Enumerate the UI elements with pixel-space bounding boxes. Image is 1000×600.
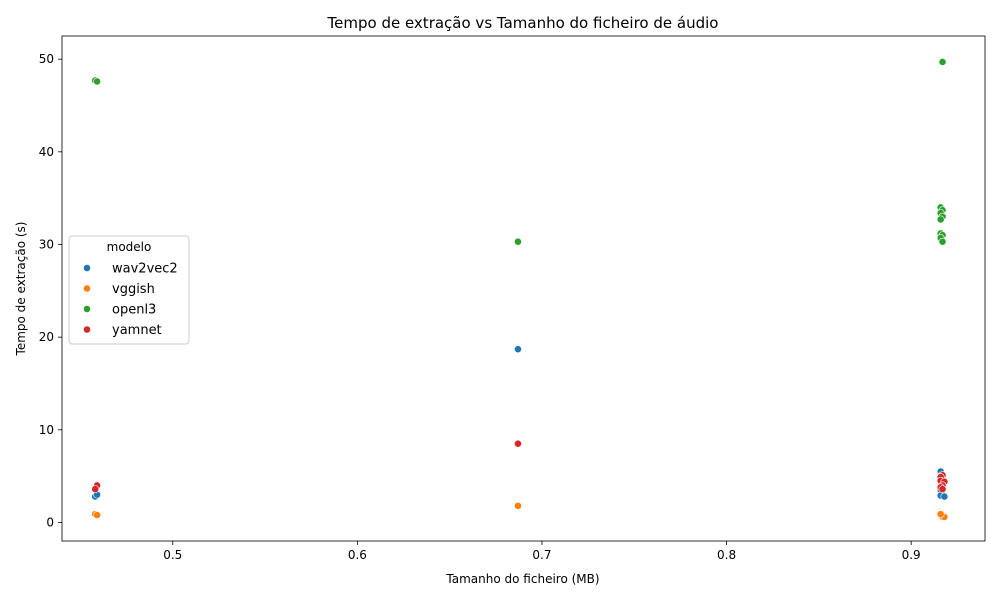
series-openl3 — [91, 58, 947, 246]
chart-title: Tempo de extração vs Tamanho do ficheiro… — [327, 14, 719, 32]
data-point — [938, 237, 947, 246]
x-axis-ticks: 0.5 0.6 0.7 0.8 0.9 — [163, 541, 921, 562]
legend: modelo wav2vec2 vggish openl3 yamnet — [68, 235, 190, 345]
data-point — [93, 511, 101, 519]
data-point — [936, 510, 945, 519]
data-point — [93, 77, 101, 86]
series-wav2vec2 — [91, 345, 949, 501]
plot-area-frame — [61, 35, 986, 542]
legend-label: wav2vec2 — [112, 262, 178, 277]
x-tick-label: 0.6 — [348, 548, 367, 562]
data-point — [514, 439, 522, 448]
data-point — [91, 485, 100, 494]
y-axis-label: Tempo de extração (s) — [14, 222, 28, 357]
x-tick-label: 0.7 — [532, 548, 551, 562]
legend-marker — [83, 264, 91, 272]
data-point — [514, 345, 522, 354]
x-tick-label: 0.9 — [902, 548, 921, 562]
legend-marker — [83, 305, 91, 313]
data-point — [938, 58, 947, 66]
x-tick-label: 0.8 — [717, 548, 736, 562]
legend-label: yamnet — [112, 323, 162, 338]
y-tick-label: 20 — [39, 330, 54, 344]
data-point — [938, 485, 947, 494]
legend-marker — [83, 325, 91, 334]
legend-label: vggish — [112, 282, 155, 297]
y-tick-label: 0 — [46, 515, 54, 529]
legend-title: modelo — [107, 240, 152, 254]
legend-box — [68, 235, 190, 345]
y-tick-label: 40 — [39, 145, 54, 159]
x-tick-label: 0.5 — [163, 548, 182, 562]
series-vggish — [91, 501, 949, 521]
y-axis-ticks: 0 10 20 30 40 50 — [39, 52, 62, 529]
data-point — [940, 492, 949, 501]
series-yamnet — [91, 439, 949, 494]
legend-marker — [83, 284, 91, 293]
x-axis-label: Tamanho do ficheiro (MB) — [445, 572, 599, 586]
data-points — [91, 58, 949, 521]
data-point — [514, 237, 522, 246]
data-point — [514, 501, 522, 510]
y-tick-label: 30 — [39, 237, 54, 251]
y-tick-label: 10 — [39, 423, 54, 437]
y-tick-label: 50 — [39, 52, 54, 66]
data-point — [936, 215, 945, 224]
legend-label: openl3 — [112, 303, 156, 318]
